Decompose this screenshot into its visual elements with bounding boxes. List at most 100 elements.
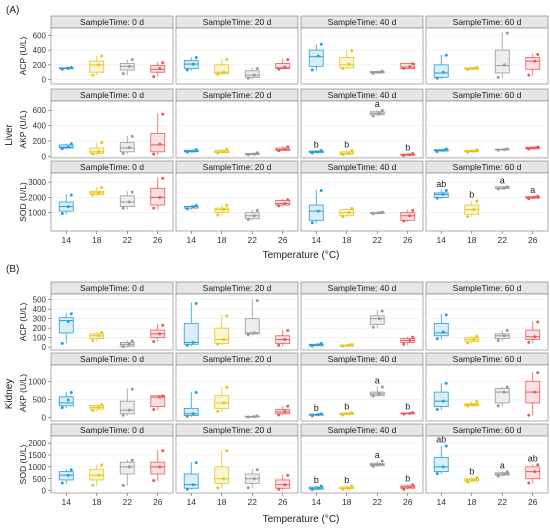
data-point (380, 459, 384, 463)
facet-strip-label: SampleTime: 0 d (80, 162, 144, 172)
data-point (536, 194, 540, 198)
data-point (536, 463, 540, 467)
significance-letter: a (375, 376, 380, 386)
data-point (127, 465, 131, 469)
facet-strip-label: SampleTime: 20 d (203, 162, 272, 172)
data-point (121, 72, 125, 76)
data-point (435, 407, 439, 411)
x-tick-label: 14 (312, 235, 322, 245)
data-point (316, 486, 320, 490)
data-point (496, 148, 500, 152)
data-point (316, 209, 320, 213)
data-point (533, 390, 537, 394)
x-tick-label: 18 (217, 235, 227, 245)
data-point (66, 320, 70, 324)
data-point (66, 205, 70, 209)
significance-letter: b (344, 475, 349, 485)
data-point (402, 67, 406, 71)
x-tick-label: 18 (467, 235, 477, 245)
data-point (319, 412, 323, 416)
x-tick-label: 14 (62, 497, 72, 507)
facet-frame (300, 172, 424, 232)
box (244, 318, 260, 335)
data-point (97, 191, 101, 195)
data-point (310, 344, 314, 348)
facet-strip-label: SampleTime: 20 d (203, 354, 272, 364)
data-point (310, 68, 314, 72)
data-point (350, 206, 354, 210)
data-point (533, 146, 537, 150)
significance-letter: b (314, 139, 319, 149)
y-tick-label: 3000 (28, 178, 46, 187)
data-point (130, 190, 134, 194)
data-point (66, 473, 70, 477)
box (433, 64, 449, 78)
data-point (502, 186, 506, 190)
data-point (185, 150, 189, 154)
box (183, 407, 199, 416)
data-point (225, 314, 229, 318)
data-point (216, 409, 220, 413)
box (525, 466, 541, 480)
data-point (316, 412, 320, 416)
facet-frame (425, 172, 549, 232)
data-point (380, 210, 384, 214)
data-point (121, 206, 125, 210)
data-point (380, 109, 384, 113)
data-point (225, 147, 229, 151)
data-point (191, 340, 195, 344)
data-point (475, 199, 479, 203)
y-tick-label: 100 (33, 334, 47, 343)
x-tick-label: 22 (123, 497, 133, 507)
y-tick-label: 2000 (28, 439, 46, 448)
data-point (371, 71, 375, 75)
data-point (341, 153, 345, 157)
x-tick-label: 26 (278, 235, 288, 245)
data-point (100, 330, 104, 334)
data-point (435, 472, 439, 476)
data-point (536, 320, 540, 324)
data-point (121, 413, 125, 417)
data-point (502, 148, 506, 152)
data-point (411, 152, 415, 156)
data-point (527, 73, 531, 77)
data-point (225, 58, 229, 62)
data-point (475, 148, 479, 152)
data-point (441, 399, 445, 403)
data-point (435, 150, 439, 154)
facet-strip-label: SampleTime: 60 d (453, 425, 522, 435)
x-axis-title-a: Temperature (°C) (263, 250, 340, 261)
data-point (66, 145, 70, 149)
box (214, 327, 230, 344)
data-point (216, 342, 220, 346)
facet-strip-label: SampleTime: 40 d (328, 17, 397, 27)
data-point (472, 338, 476, 342)
data-point (161, 176, 165, 180)
data-point (472, 149, 476, 153)
data-point (347, 62, 351, 66)
box (433, 391, 449, 407)
data-point (246, 76, 250, 80)
data-point (402, 487, 406, 491)
data-point (377, 392, 381, 396)
significance-letter: b (314, 475, 319, 485)
data-point (536, 371, 540, 375)
box (150, 187, 166, 206)
y-tick-label: 2000 (28, 193, 46, 202)
data-point (371, 325, 375, 329)
facet-strip-label: SampleTime: 0 d (80, 17, 144, 27)
facet-strip-label: SampleTime: 0 d (80, 354, 144, 364)
data-point (527, 481, 531, 485)
data-point (91, 193, 95, 197)
data-point (441, 465, 445, 469)
data-point (152, 206, 156, 210)
box (433, 456, 449, 473)
data-point (350, 411, 354, 415)
data-point (444, 147, 448, 151)
box (119, 461, 135, 475)
x-tick-label: 22 (498, 497, 508, 507)
data-point (466, 68, 470, 72)
data-point (194, 301, 198, 305)
x-tick-label: 14 (312, 497, 322, 507)
x-tick-label: 26 (153, 497, 163, 507)
